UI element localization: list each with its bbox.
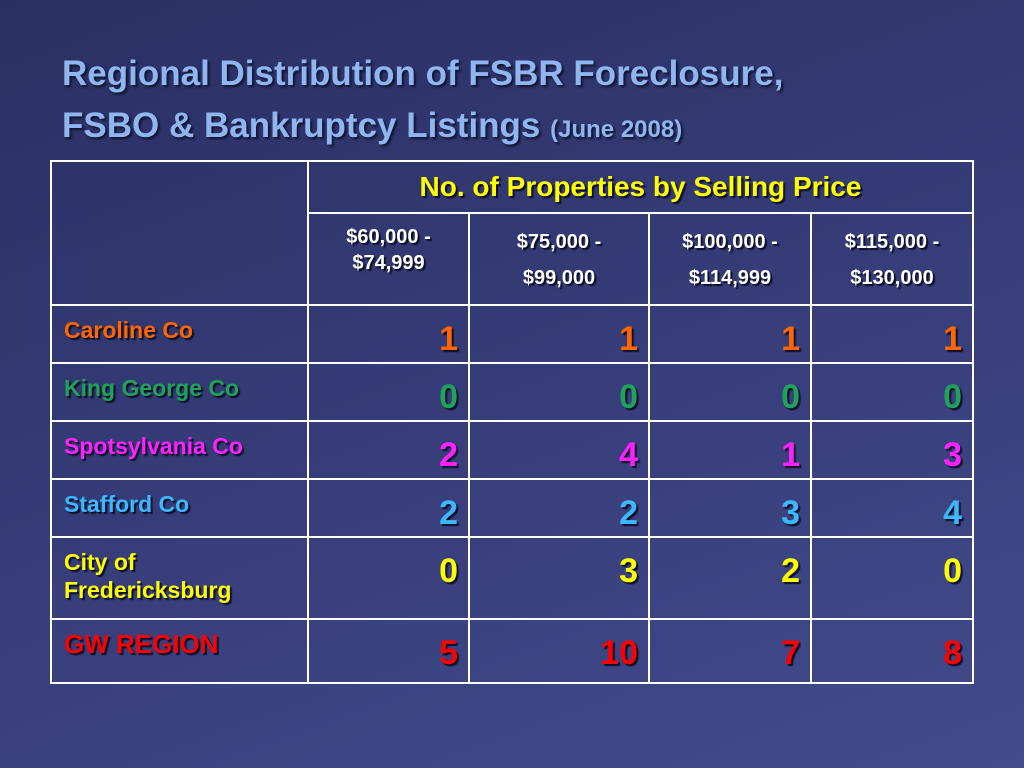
range-3-top: $100,000 - [682, 231, 778, 253]
row-label-stafford: Stafford Co [50, 478, 309, 538]
table-cell: 3 [810, 420, 974, 480]
range-4-bottom: $130,000 [850, 267, 934, 289]
range-header-4: $115,000 - $130,000 [810, 212, 974, 306]
range-1-top: $60,000 - [346, 226, 431, 248]
table-cell: 2 [468, 478, 650, 538]
range-1-bottom: $74,999 [352, 252, 425, 274]
table-cell: 1 [468, 304, 650, 364]
row-label-spotsylvania: Spotsylvania Co [50, 420, 309, 480]
row-label-king-george: King George Co [50, 362, 309, 422]
table-cell: 7 [648, 618, 812, 684]
title-line-1: Regional Distribution of FSBR Foreclosur… [62, 54, 784, 93]
table-cell: 8 [810, 618, 974, 684]
table-cell: 3 [648, 478, 812, 538]
table-row-caroline: Caroline Co 1 1 1 1 [50, 304, 974, 364]
table-row-stafford: Stafford Co 2 2 3 4 [50, 478, 974, 538]
range-header-1: $60,000 - $74,999 [307, 212, 470, 306]
table-cell: 0 [810, 362, 974, 422]
range-3-bottom: $114,999 [688, 267, 772, 289]
table-cell: 0 [810, 536, 974, 620]
table-cell: 0 [468, 362, 650, 422]
table-cell: 2 [307, 478, 470, 538]
range-header-2: $75,000 - $99,000 [468, 212, 650, 306]
table-header: No. of Properties by Selling Price [307, 160, 974, 214]
title-line-2-text: FSBO & Bankruptcy Listings [62, 106, 541, 145]
table-cell: 0 [307, 536, 470, 620]
table-cell: 1 [648, 304, 812, 364]
table-cell: 4 [810, 478, 974, 538]
table-cell: 2 [307, 420, 470, 480]
range-header-3: $100,000 - $114,999 [648, 212, 812, 306]
title-date: (June 2008) [550, 116, 683, 143]
header-row: No. of Properties by Selling Price [50, 160, 974, 306]
table-cell: 0 [648, 362, 812, 422]
table-cell: 1 [810, 304, 974, 364]
table-cell: 5 [307, 618, 470, 684]
row-label-caroline: Caroline Co [50, 304, 309, 364]
table-cell: 4 [468, 420, 650, 480]
table-cell: 3 [468, 536, 650, 620]
row-label-gw-region: GW REGION [50, 618, 309, 684]
properties-table: No. of Properties by Selling Price $60,0… [50, 160, 974, 684]
table-row-king-george: King George Co 0 0 0 0 [50, 362, 974, 422]
range-4-top: $115,000 - [844, 231, 940, 253]
table-cell: 10 [468, 618, 650, 684]
corner-cell [50, 160, 309, 306]
range-2-bottom: $99,000 [522, 267, 596, 289]
range-row: $60,000 - $74,999 $75,000 - $99,000 $100… [51, 212, 974, 306]
table-cell: 0 [307, 362, 470, 422]
table-cell: 2 [648, 536, 812, 620]
table-row-spotsylvania: Spotsylvania Co 2 4 1 3 [50, 420, 974, 480]
title-line-2: FSBO & Bankruptcy Listings (June 2008) [62, 100, 1002, 156]
table-cell: 1 [307, 304, 470, 364]
row-label-fredericksburg: City of Fredericksburg [50, 536, 309, 620]
table-row-fredericksburg: City of Fredericksburg 0 3 2 0 [50, 536, 974, 620]
table-cell: 1 [648, 420, 812, 480]
slide-title: Regional Distribution of FSBR Foreclosur… [62, 48, 1002, 156]
table-row-gw-region: GW REGION 5 10 7 8 [50, 618, 974, 684]
range-2-top: $75,000 - [516, 231, 602, 253]
